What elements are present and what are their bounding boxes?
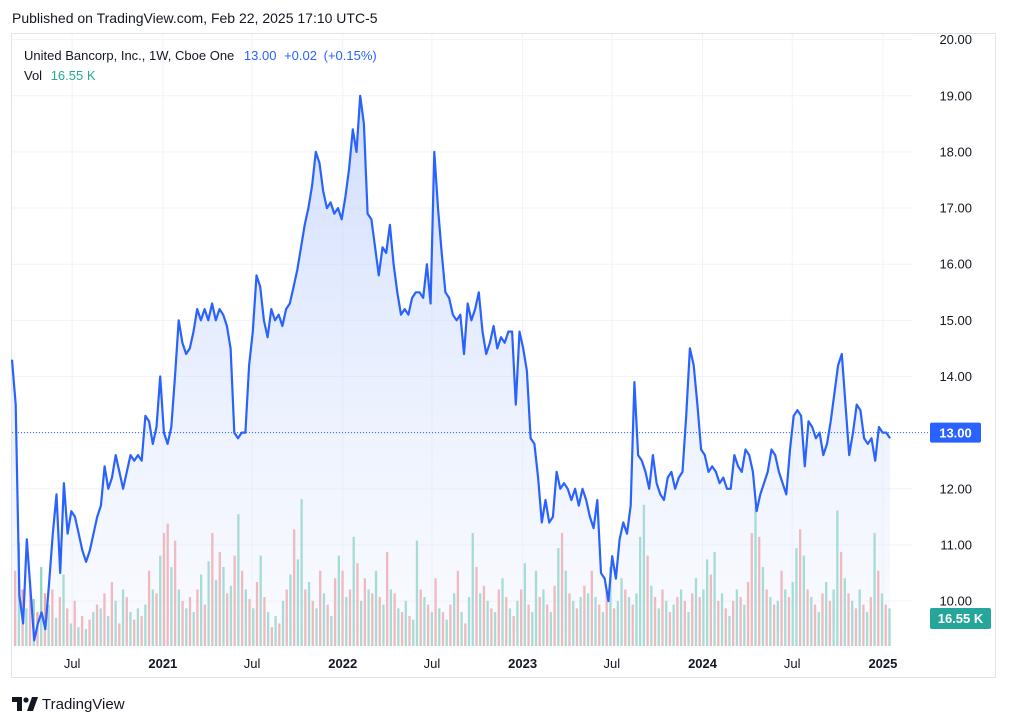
price-badge-label: 13.00 (939, 426, 972, 441)
y-tick-label: 11.00 (940, 537, 972, 552)
volume-badge-label: 16.55 K (938, 611, 984, 626)
x-tick-label: Jul (244, 656, 261, 671)
y-tick-label: 14.00 (939, 369, 972, 384)
price-line (10, 94, 891, 642)
y-tick-label: 18.00 (939, 144, 972, 159)
time-axis: Jul 2021 Jul 2022 Jul 2023 Jul 2024 Jul 2025 (64, 656, 898, 671)
y-tick-label: 12.00 (939, 481, 972, 496)
x-tick-label: 2024 (688, 656, 718, 671)
volume-badge (930, 608, 991, 629)
x-tick-label: Jul (604, 656, 621, 671)
legend-vol-label: Vol (24, 68, 43, 83)
volume-bar (40, 566, 43, 646)
x-tick-label: Jul (784, 656, 801, 671)
y-tick-label: 15.00 (939, 313, 972, 328)
price-badge (930, 422, 981, 443)
y-tick-label: 20.00 (939, 32, 972, 47)
chart-legend: United Bancorp, Inc., 1W, Cboe One 13.00… (24, 46, 377, 86)
legend-symbol: United Bancorp, Inc., 1W, Cboe One (24, 48, 235, 63)
axis-badges: 13.00 16.55 K (930, 422, 991, 629)
x-tick-label: Jul (424, 656, 441, 671)
tradingview-logo-icon (12, 697, 38, 711)
x-tick-label: 2025 (868, 656, 897, 671)
tradingview-logo[interactable]: TradingView (12, 694, 125, 714)
published-caption: Published on TradingView.com, Feb 22, 20… (12, 10, 378, 26)
tradingview-brand: TradingView (42, 695, 125, 713)
legend-symbol-row: United Bancorp, Inc., 1W, Cboe One 13.00… (24, 46, 377, 66)
y-tick-label: 16.00 (939, 257, 972, 272)
price-area-fill (12, 95, 890, 647)
y-tick-label: 17.00 (939, 201, 972, 216)
legend-volume-row: Vol 16.55 K (24, 66, 377, 86)
chart-frame (11, 33, 996, 678)
x-tick-label: 2022 (328, 656, 357, 671)
y-tick-label: 19.00 (939, 88, 972, 103)
price-area (10, 94, 932, 647)
x-tick-label: 2021 (148, 656, 177, 671)
y-tick-label: 10.00 (939, 594, 972, 609)
legend-change-pct: (+0.15%) (323, 48, 377, 63)
legend-vol-value: 16.55 K (50, 68, 96, 83)
price-axis: 10.00 11.00 12.00 13.00 14.00 15.00 16.00 17.00… (939, 32, 972, 608)
x-tick-label: 2023 (508, 656, 537, 671)
volume-bar (43, 593, 47, 646)
legend-last-price: 13.00 (243, 48, 277, 63)
x-tick-label: Jul (64, 656, 81, 671)
legend-change: +0.02 (284, 48, 317, 63)
